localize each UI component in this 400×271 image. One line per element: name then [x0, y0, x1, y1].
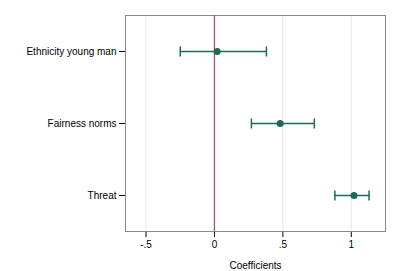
svg-text:Coefficients: Coefficients [229, 260, 281, 271]
svg-text:Threat: Threat [88, 190, 117, 201]
svg-text:Fairness norms: Fairness norms [48, 118, 117, 129]
svg-text:.5: .5 [279, 239, 288, 250]
svg-text:0: 0 [212, 239, 218, 250]
svg-text:-.5: -.5 [140, 239, 152, 250]
svg-text:1: 1 [349, 239, 355, 250]
svg-text:Ethnicity young man: Ethnicity young man [26, 46, 116, 57]
